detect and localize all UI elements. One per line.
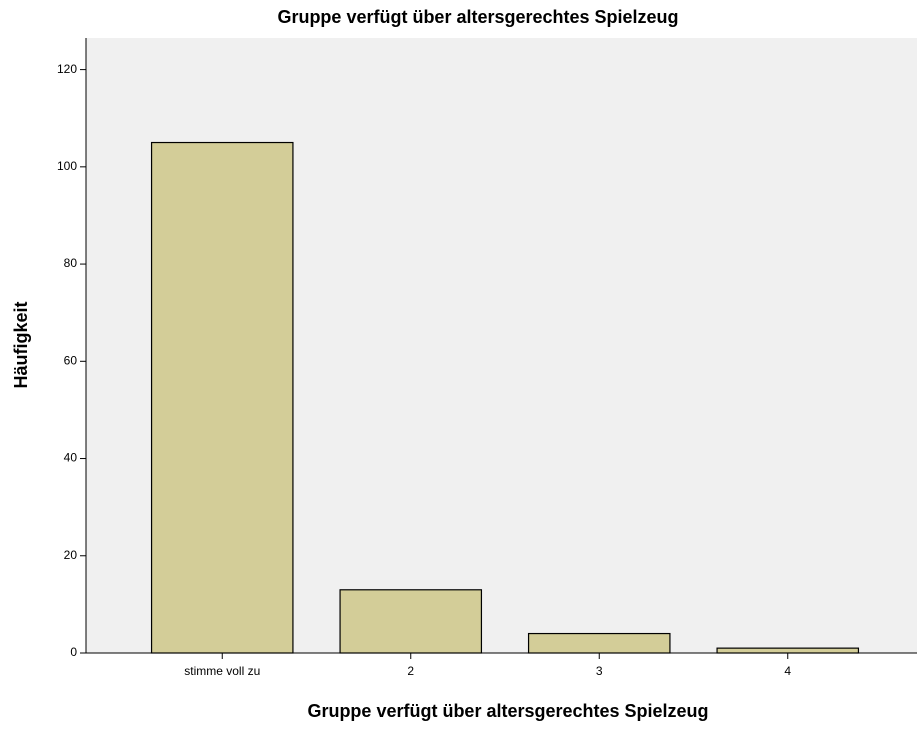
y-tick-label: 80 (64, 256, 78, 270)
bar (150, 141, 294, 654)
x-tick-label: stimme voll zu (184, 664, 260, 678)
y-tick-label: 0 (70, 645, 77, 659)
x-axis-label: Gruppe verfügt über altersgerechtes Spie… (307, 701, 708, 721)
y-tick-label: 60 (64, 353, 78, 367)
bar (527, 632, 671, 654)
y-tick-label: 40 (64, 451, 78, 465)
x-tick-label: 3 (596, 664, 603, 678)
x-tick-label: 4 (784, 664, 791, 678)
bar (716, 647, 860, 654)
y-tick-label: 120 (57, 62, 77, 76)
chart-title: Gruppe verfügt über altersgerechtes Spie… (277, 7, 678, 27)
bar (339, 589, 483, 654)
y-tick-label: 100 (57, 159, 77, 173)
y-tick-label: 20 (64, 548, 78, 562)
y-axis-label: Häufigkeit (11, 301, 31, 388)
x-tick-label: 2 (407, 664, 414, 678)
